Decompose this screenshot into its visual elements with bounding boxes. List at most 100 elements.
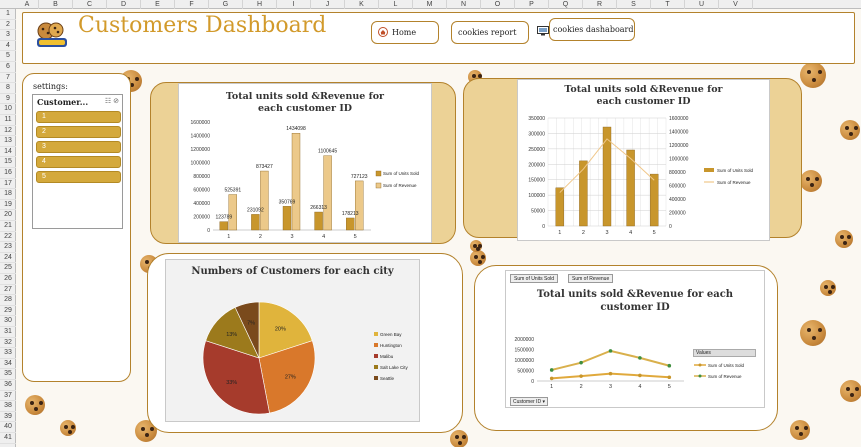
column-header-r[interactable]: R [583, 0, 617, 9]
column-header-n[interactable]: N [447, 0, 481, 9]
column-header-k[interactable]: K [345, 0, 379, 9]
row-header-10[interactable]: 10 [0, 104, 16, 115]
column-header-f[interactable]: F [175, 0, 209, 9]
row-header-14[interactable]: 14 [0, 147, 16, 158]
column-header-u[interactable]: U [685, 0, 719, 9]
customer-id-filter-button[interactable]: Customer ID ▾ [510, 397, 548, 406]
pie-data-label: 13% [226, 332, 237, 338]
row-header-27[interactable]: 27 [0, 285, 16, 296]
column-header-o[interactable]: O [481, 0, 515, 9]
y-tick-label: 200000 [528, 162, 545, 168]
column-header-s[interactable]: S [617, 0, 651, 9]
bar [251, 214, 260, 231]
y2-tick-label: 1600000 [669, 116, 689, 122]
row-header-6[interactable]: 6 [0, 62, 16, 73]
column-header-p[interactable]: P [515, 0, 549, 9]
x-tick-label: 4 [629, 230, 632, 236]
row-header-8[interactable]: 8 [0, 83, 16, 94]
pie-slice [258, 301, 313, 359]
column-header-t[interactable]: T [651, 0, 685, 9]
row-header-20[interactable]: 20 [0, 210, 16, 221]
chocolate-chip [817, 69, 822, 74]
row-header-34[interactable]: 34 [0, 359, 16, 370]
slicer-item[interactable]: 4 [36, 156, 121, 168]
chocolate-chip [853, 126, 858, 130]
row-header-35[interactable]: 35 [0, 369, 16, 380]
column-header-q[interactable]: Q [549, 0, 583, 9]
cookies-dashboard-button[interactable]: cookies dashaboard [549, 18, 635, 41]
row-header-38[interactable]: 38 [0, 401, 16, 412]
units-sold-field-button[interactable]: Sum of Units Sold [510, 274, 559, 283]
chart3-box[interactable]: Numbers of Customers for each city 20% 27… [165, 259, 420, 422]
row-header-19[interactable]: 19 [0, 200, 16, 211]
chocolate-chip [458, 440, 463, 445]
row-header-9[interactable]: 9 [0, 94, 16, 105]
chart4-box[interactable]: Sum of Units Sold Sum of Revenue Total u… [505, 270, 765, 408]
column-header-e[interactable]: E [141, 0, 175, 9]
row-header-36[interactable]: 36 [0, 380, 16, 391]
row-header-30[interactable]: 30 [0, 316, 16, 327]
column-header-l[interactable]: L [379, 0, 413, 9]
row-header-41[interactable]: 41 [0, 433, 16, 444]
column-header-g[interactable]: G [209, 0, 243, 9]
column-header-c[interactable]: C [73, 0, 107, 9]
series-line [559, 138, 655, 193]
row-header-15[interactable]: 15 [0, 157, 16, 168]
chart1-box[interactable]: Total units sold &Revenue for each custo… [178, 83, 432, 243]
row-header-25[interactable]: 25 [0, 263, 16, 274]
row-header-7[interactable]: 7 [0, 73, 16, 84]
row-header-21[interactable]: 21 [0, 221, 16, 232]
row-header-28[interactable]: 28 [0, 295, 16, 306]
row-header-23[interactable]: 23 [0, 242, 16, 253]
row-header-18[interactable]: 18 [0, 189, 16, 200]
row-header-11[interactable]: 11 [0, 115, 16, 126]
x-tick-label: 3 [290, 234, 293, 240]
row-header-32[interactable]: 32 [0, 338, 16, 349]
y-tick-label: 150000 [528, 178, 545, 184]
cookie-decoration [840, 120, 860, 140]
x-tick-label: 1 [558, 230, 561, 236]
chart2-box[interactable]: Total units sold &Revenue for each custo… [517, 79, 770, 241]
row-header-26[interactable]: 26 [0, 274, 16, 285]
row-header-12[interactable]: 12 [0, 126, 16, 137]
row-header-16[interactable]: 16 [0, 168, 16, 179]
row-header-4[interactable]: 4 [0, 41, 16, 52]
column-header-a[interactable]: A [16, 0, 39, 9]
row-header-31[interactable]: 31 [0, 327, 16, 338]
row-header-39[interactable]: 39 [0, 412, 16, 423]
row-header-37[interactable]: 37 [0, 391, 16, 402]
row-header-22[interactable]: 22 [0, 232, 16, 243]
column-header-v[interactable]: V [719, 0, 753, 9]
row-header-29[interactable]: 29 [0, 306, 16, 317]
row-header-2[interactable]: 2 [0, 20, 16, 31]
row-header-24[interactable]: 24 [0, 253, 16, 264]
multi-select-icon[interactable]: ☷ [104, 98, 112, 105]
chocolate-chip [67, 429, 72, 434]
row-header-13[interactable]: 13 [0, 136, 16, 147]
row-header-3[interactable]: 3 [0, 30, 16, 41]
column-header-h[interactable]: H [243, 0, 277, 9]
slicer-item[interactable]: 1 [36, 111, 121, 123]
bar [282, 206, 292, 231]
column-header-b[interactable]: B [39, 0, 73, 9]
row-header-5[interactable]: 5 [0, 51, 16, 62]
chocolate-chip [481, 254, 486, 259]
chocolate-chip [30, 401, 34, 405]
column-header-j[interactable]: J [311, 0, 345, 9]
revenue-field-button[interactable]: Sum of Revenue [568, 274, 614, 283]
row-header-40[interactable]: 40 [0, 422, 16, 433]
slicer-item[interactable]: 3 [36, 141, 121, 153]
row-header-17[interactable]: 17 [0, 179, 16, 190]
column-header-i[interactable]: I [277, 0, 311, 9]
clear-filter-icon[interactable]: ⊘ [113, 98, 119, 105]
column-header-m[interactable]: M [413, 0, 447, 9]
slicer-item[interactable]: 5 [36, 171, 121, 183]
home-button[interactable]: Home [371, 21, 439, 44]
cookies-report-button[interactable]: cookies report [451, 21, 529, 44]
chocolate-chip [803, 426, 808, 430]
row-header-33[interactable]: 33 [0, 348, 16, 359]
row-header-1[interactable]: 1 [0, 9, 16, 20]
chocolate-chip [850, 393, 855, 398]
slicer-item[interactable]: 2 [36, 126, 121, 138]
column-header-d[interactable]: D [107, 0, 141, 9]
